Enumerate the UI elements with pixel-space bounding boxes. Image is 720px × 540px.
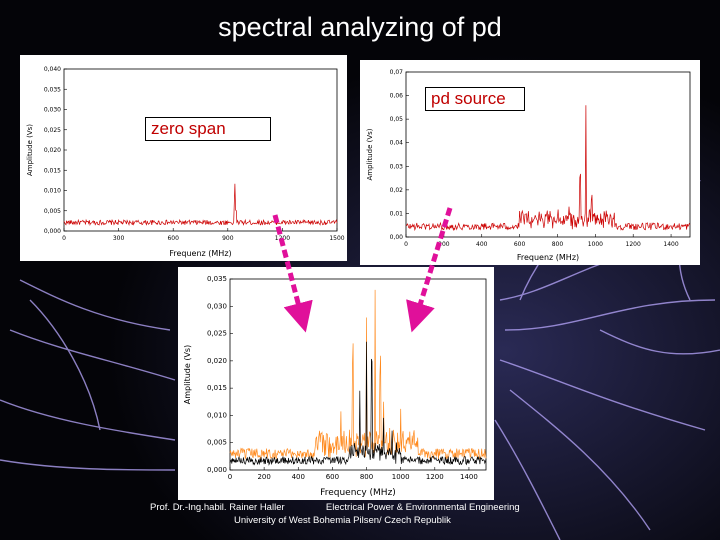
y-tick-label: 0,06 — [390, 93, 404, 100]
y-tick-label: 0,000 — [207, 466, 227, 474]
plot-frame — [229, 278, 487, 471]
y-tick-label: 0,03 — [390, 163, 404, 170]
y-tick-label: 0,025 — [44, 127, 61, 134]
plot-frame — [63, 68, 338, 232]
x-tick-label: 600 — [514, 241, 526, 248]
y-tick-label: 0,01 — [390, 210, 404, 217]
x-tick-label: 1200 — [426, 473, 444, 481]
x-tick-label: 300 — [113, 235, 125, 242]
spectrum-trace — [229, 289, 487, 460]
footer-department: Electrical Power & Environmental Enginee… — [325, 502, 520, 513]
y-tick-label: 0,005 — [207, 439, 227, 447]
combined-chart-panel: 0,000 0,005 0,010 0,015 0,020 0,025 0,030 0,035… — [178, 267, 494, 500]
y-tick-label: 0,020 — [207, 357, 227, 365]
y-tick-label: 0,015 — [44, 167, 61, 174]
plot-frame — [405, 71, 691, 238]
y-tick-label: 0,000 — [44, 228, 61, 235]
y-tick-label: 0,02 — [390, 187, 404, 194]
x-axis-label: Frequency (MHz) — [320, 488, 396, 498]
x-tick-label: 0 — [62, 235, 66, 242]
x-tick-label: 200 — [438, 241, 450, 248]
x-tick-label: 600 — [326, 473, 339, 481]
x-tick-label: 800 — [552, 241, 564, 248]
y-tick-label: 0,07 — [390, 69, 404, 76]
footer-author: Prof. Dr.-Ing.habil. Rainer Haller — [150, 502, 285, 513]
y-tick-label: 0,030 — [44, 107, 61, 114]
spectrum-trace — [63, 183, 338, 227]
slide-title: spectral analyzing of pd — [218, 12, 502, 42]
x-tick-label: 1400 — [460, 473, 478, 481]
y-axis-label: Amplitude (Vs) — [183, 345, 192, 404]
x-tick-label: 1200 — [275, 235, 290, 242]
x-tick-label: 0 — [404, 241, 408, 248]
y-tick-label: 0,005 — [44, 208, 61, 215]
y-tick-label: 0,040 — [44, 66, 61, 73]
y-tick-label: 0,025 — [207, 330, 227, 338]
x-tick-label: 1000 — [588, 241, 603, 248]
x-tick-label: 600 — [167, 235, 179, 242]
y-axis-label: Amplitude (Vs) — [26, 124, 34, 176]
pd-source-chart: 0,00 0,01 0,02 0,03 0,04 0,05 0,06 0,07 0 200 400 6… — [366, 69, 691, 262]
y-tick-label: 0,00 — [390, 234, 404, 241]
zero-span-chart: 0,000 0,005 0,010 0,015 0,020 0,025 0,030 0,035… — [26, 66, 345, 258]
zero-span-chart-panel: 0,000 0,005 0,010 0,015 0,020 0,025 0,030 0,035… — [20, 55, 347, 261]
x-tick-label: 1000 — [392, 473, 410, 481]
y-tick-label: 0,015 — [207, 384, 227, 392]
pd-source-chart-panel: 0,00 0,01 0,02 0,03 0,04 0,05 0,06 0,07 0 200 400 6… — [360, 60, 700, 265]
x-tick-label: 400 — [292, 473, 305, 481]
y-tick-label: 0,035 — [207, 275, 227, 283]
y-tick-label: 0,010 — [44, 188, 61, 195]
zero-span-label: zero span — [145, 117, 271, 141]
x-tick-label: 200 — [257, 473, 270, 481]
x-tick-label: 1200 — [626, 241, 641, 248]
y-tick-label: 0,05 — [390, 116, 404, 123]
y-tick-label: 0,010 — [207, 411, 227, 419]
x-tick-label: 800 — [360, 473, 373, 481]
y-tick-label: 0,030 — [207, 302, 227, 310]
x-tick-label: 400 — [476, 241, 488, 248]
spectrum-trace — [405, 105, 691, 232]
x-axis-label: Frequenz (MHz) — [169, 249, 231, 258]
x-tick-label: 900 — [222, 235, 234, 242]
combined-spectrum-chart: 0,000 0,005 0,010 0,015 0,020 0,025 0,030 0,035… — [183, 275, 487, 498]
x-tick-label: 0 — [228, 473, 232, 481]
y-tick-label: 0,035 — [44, 86, 61, 93]
y-tick-label: 0,04 — [390, 140, 404, 147]
x-tick-label: 1400 — [663, 241, 678, 248]
y-axis-label: Amplitude (Vs) — [366, 128, 374, 180]
pd-source-label: pd source — [425, 87, 525, 111]
footer-university: University of West Bohemia Pilsen/ Czech… — [234, 515, 451, 526]
spectrum-trace — [229, 341, 487, 466]
x-axis-label: Frequenz (MHz) — [517, 253, 579, 262]
y-tick-label: 0,020 — [44, 147, 61, 154]
x-tick-label: 1500 — [329, 235, 344, 242]
footer: Prof. Dr.-Ing.habil. Rainer Haller Elect… — [150, 501, 570, 527]
